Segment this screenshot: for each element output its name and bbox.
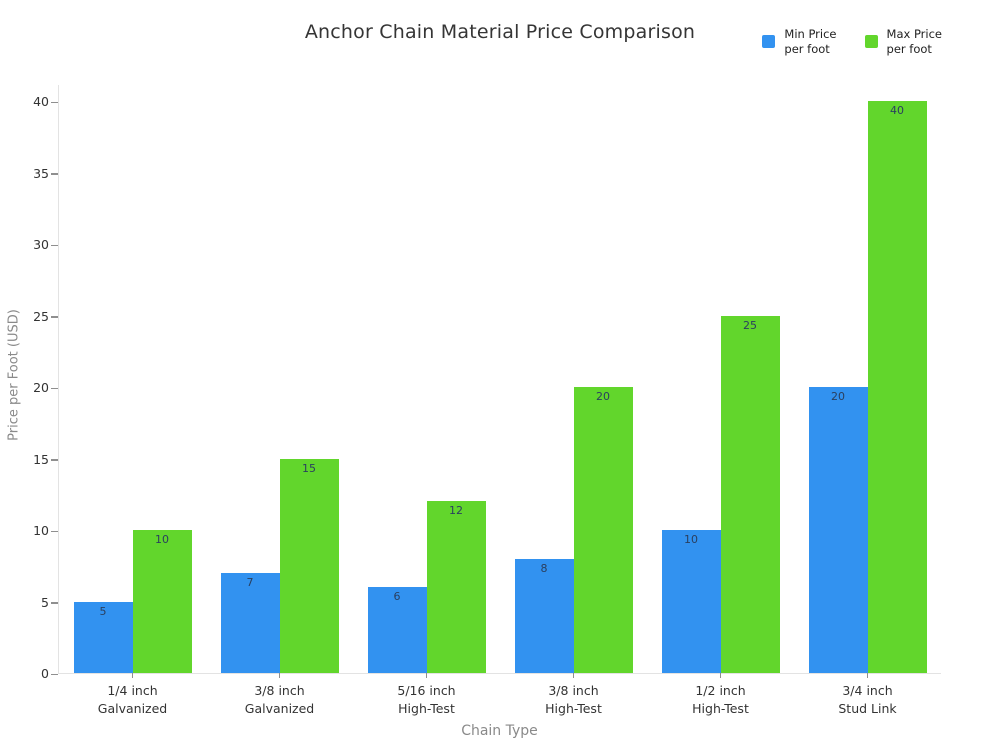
bar-value-label: 10 (684, 533, 698, 547)
y-tick-mark (51, 459, 58, 461)
bar-min-price: 5 (73, 601, 133, 673)
x-tick-label: 5/16 inch High-Test (397, 683, 456, 717)
bar-max-price: 10 (132, 530, 192, 673)
bar-value-label: 6 (393, 590, 401, 604)
bar-min-price: 6 (367, 587, 427, 673)
legend-swatch-min-icon (762, 35, 776, 49)
bar-max-price: 15 (279, 458, 339, 673)
bar-value-label: 5 (99, 604, 107, 618)
legend: Min Price per foot Max Price per foot (762, 27, 942, 57)
x-tick-mark (866, 673, 869, 678)
x-axis-tick-labels: 1/4 inch Galvanized 3/8 inch Galvanized 5/… (59, 673, 941, 718)
bar-value-label: 20 (596, 390, 610, 404)
x-tick-label: 1/2 inch High-Test (692, 683, 749, 717)
bar-min-price: 8 (514, 558, 574, 673)
bar-group: 20 40 (794, 85, 941, 673)
y-tick-label: 15 (33, 451, 49, 467)
x-tick-mark (572, 673, 575, 678)
x-tick-label: 3/8 inch Galvanized (244, 683, 315, 717)
y-tick-label: 10 (33, 523, 49, 539)
x-tick-label: 1/4 inch Galvanized (97, 683, 168, 717)
x-tick-mark (719, 673, 722, 678)
bar-group: 5 10 (59, 85, 206, 673)
y-axis-title: Price per Foot (USD) (6, 309, 22, 441)
bar-groups: 5 10 7 15 6 12 8 20 10 25 20 40 (59, 85, 941, 673)
y-tick-label: 5 (41, 594, 49, 610)
bar-value-label: 7 (246, 575, 254, 589)
x-axis-title: Chain Type (461, 723, 538, 739)
x-tick-mark (425, 673, 428, 678)
plot-area: 5 10 7 15 6 12 8 20 10 25 20 40 1/4 inch Galvanized… (33, 85, 941, 716)
legend-item-max-price[interactable]: Max Price per foot (864, 27, 942, 57)
bar-max-price: 25 (720, 315, 780, 673)
y-tick-mark (51, 530, 58, 533)
x-tick-label: 3/4 inch Stud Link (838, 683, 897, 717)
y-tick-mark (51, 173, 58, 175)
bar-value-label: 15 (302, 461, 316, 475)
bar-value-label: 25 (743, 318, 757, 332)
y-tick-label: 35 (33, 165, 49, 181)
bar-min-price: 20 (808, 387, 868, 673)
legend-label-min: Min Price per foot (784, 27, 837, 56)
y-tick-label: 20 (33, 380, 49, 396)
bar-group: 8 20 (500, 85, 647, 673)
bar-value-label: 40 (890, 104, 904, 118)
bar-min-price: 10 (661, 530, 721, 673)
y-tick-label: 25 (33, 308, 49, 324)
bar-max-price: 12 (426, 501, 486, 673)
y-tick-mark (51, 387, 58, 390)
bar-value-label: 10 (155, 533, 169, 547)
bar-max-price: 20 (573, 387, 633, 673)
legend-item-min-price[interactable]: Min Price per foot (762, 27, 837, 57)
legend-label-max: Max Price per foot (886, 27, 942, 56)
x-tick-label: 3/8 inch High-Test (545, 683, 602, 717)
chart-title: Anchor Chain Material Price Comparison (304, 21, 696, 43)
y-tick-mark (51, 244, 58, 247)
bar-group: 10 25 (647, 85, 794, 673)
x-tick-mark (278, 673, 281, 678)
x-tick-mark (131, 673, 134, 678)
y-tick-label: 30 (33, 237, 49, 253)
bar-min-price: 7 (220, 572, 280, 673)
bar-max-price: 40 (867, 101, 927, 673)
y-tick-mark (51, 316, 58, 318)
bar-value-label: 20 (831, 390, 845, 404)
legend-swatch-max-icon (864, 35, 878, 49)
bar-value-label: 8 (540, 561, 548, 575)
bar-group: 7 15 (206, 85, 353, 673)
bar-value-label: 12 (449, 504, 463, 518)
y-tick-mark (51, 602, 58, 604)
bar-group: 6 12 (353, 85, 500, 673)
y-tick-mark (51, 101, 58, 104)
y-tick-label: 40 (33, 94, 49, 110)
y-tick-mark (51, 673, 58, 675)
y-tick-label: 0 (41, 666, 49, 681)
